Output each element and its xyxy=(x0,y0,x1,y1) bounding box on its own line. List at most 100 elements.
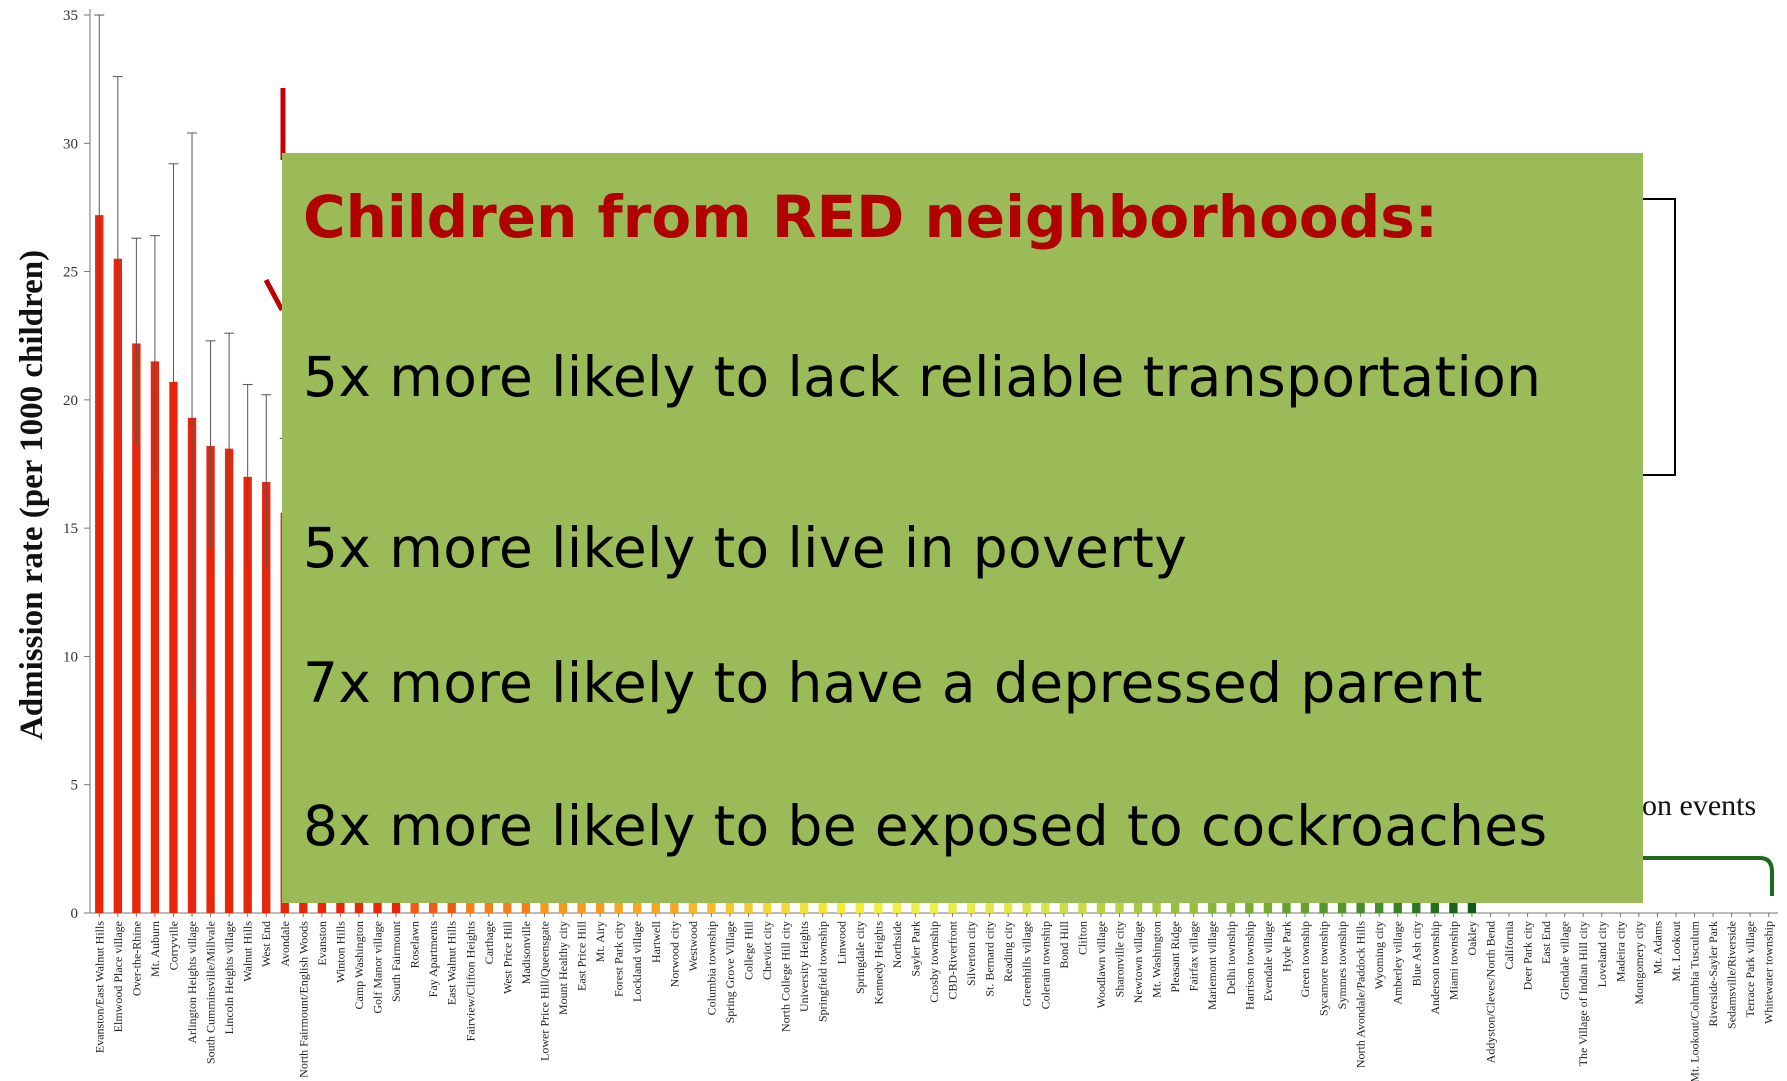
y-axis-label: Admission rate (per 1000 children) xyxy=(14,250,50,740)
x-tick-label: Winton Hills xyxy=(333,921,347,983)
x-tick-label: Kennedy Heights xyxy=(871,921,885,1005)
y-tick-label: 5 xyxy=(71,778,79,794)
x-tick-label: North Fairmount/English Woods xyxy=(296,921,310,1078)
bar xyxy=(113,258,122,913)
x-tick-label: Columbia township xyxy=(704,921,718,1015)
x-tick-label: Riverside-Sayler Park xyxy=(1706,921,1720,1027)
x-tick-label: Carthage xyxy=(482,921,496,964)
x-tick-label: Mt. Lookout xyxy=(1669,920,1683,981)
x-tick-label: West Price Hill xyxy=(500,920,514,994)
bar xyxy=(243,476,252,913)
x-tick-label: Mt. Adams xyxy=(1650,921,1664,975)
x-tick-label: Pleasant Ridge xyxy=(1168,921,1182,993)
y-tick-label: 10 xyxy=(63,649,78,665)
x-tick-label: Harrison township xyxy=(1242,921,1256,1010)
x-tick-label: Symmes township xyxy=(1335,921,1349,1009)
x-tick-label: Avondale xyxy=(278,921,292,967)
x-tick-label: Camp Washington xyxy=(352,921,366,1009)
green-bracket xyxy=(1642,856,1774,896)
x-tick-label: Sycamore township xyxy=(1317,921,1331,1016)
x-tick-label: Lower Price Hill/Queensgate xyxy=(537,921,551,1061)
y-axis: 0 5 10 15 20 25 30 35 xyxy=(63,8,1778,922)
x-tick-label: Mt. Airy xyxy=(593,921,607,962)
x-tick-label: Corryville xyxy=(166,921,180,970)
x-tick-label: Evendale village xyxy=(1261,921,1275,1001)
y-tick-label: 25 xyxy=(63,265,78,281)
bar xyxy=(1449,897,1458,913)
x-tick-label: CBD-Riverfront xyxy=(946,920,960,999)
x-tick-label: Fairview/Clifton Heights xyxy=(463,921,477,1042)
finding-depressed-parent: 7x more likely to have a depressed paren… xyxy=(303,651,1484,715)
x-tick-label: St. Bernard city xyxy=(983,921,997,997)
x-tick-label: Westwood xyxy=(686,921,700,971)
x-tick-label: Mariemont village xyxy=(1205,921,1219,1010)
x-tick-label: Wyoming city xyxy=(1372,921,1386,989)
x-tick-label: Greenhills village xyxy=(1020,921,1034,1007)
x-tick-label: Golf Manor village xyxy=(371,921,385,1014)
x-tick-label: The Village of Indian Hill city xyxy=(1576,921,1590,1066)
bar xyxy=(169,381,178,913)
x-tick-label: Arlington Heights village xyxy=(185,921,199,1044)
x-tick-label: East Price Hill xyxy=(575,920,589,991)
bar xyxy=(150,361,160,913)
x-tick-label: Springdale city xyxy=(853,921,867,994)
x-tick-label: Terrace Park village xyxy=(1743,921,1757,1017)
x-tick-label: Linwood xyxy=(834,921,848,964)
x-tick-label: Madeira city xyxy=(1613,921,1627,982)
annotation-events-text: on events xyxy=(1642,789,1756,822)
x-tick-label: Mount Healthy city xyxy=(556,921,570,1015)
x-tick-label: Roselawn xyxy=(408,921,422,968)
x-tick-label: Fairfax village xyxy=(1187,921,1201,991)
x-tick-label: Madisonville xyxy=(519,921,533,984)
x-tick-label: Mt. Lookout/Columbia Tusculum xyxy=(1688,920,1702,1081)
x-tick-label: Lockland village xyxy=(630,921,644,1002)
black-bracket xyxy=(1640,198,1676,476)
x-tick-label: Cheviot city xyxy=(760,921,774,980)
y-tick-label: 0 xyxy=(71,906,79,922)
x-tick-label: Sayler Park xyxy=(908,921,922,977)
x-tick-label: Montgomery city xyxy=(1632,921,1646,1005)
x-tick-label: Lincoln Heights village xyxy=(222,921,236,1034)
x-tick-label: Sedamsville/Riverside xyxy=(1725,921,1739,1029)
x-tick-label: Forest Park city xyxy=(612,921,626,997)
x-tick-label: Clifton xyxy=(1075,921,1089,955)
x-tick-label: Deer Park city xyxy=(1521,921,1535,990)
x-tick-label: Sharonville city xyxy=(1112,921,1126,997)
x-tick-labels: Evanston/East Walnut Hills Elmwood Place … xyxy=(92,920,1775,1081)
x-tick-label: North Avondale/Paddock Hills xyxy=(1354,921,1368,1068)
x-tick-label: Colerain township xyxy=(1038,921,1052,1009)
x-tick-label: Walnut Hills xyxy=(241,921,255,982)
y-tick-label: 15 xyxy=(63,521,78,537)
findings-overlay: Children from RED neighborhoods: 5x more… xyxy=(282,153,1643,903)
x-tick-label: Fay Apartments xyxy=(426,921,440,998)
bar xyxy=(132,343,141,913)
x-tick-label: Hyde Park xyxy=(1279,921,1293,972)
x-tick-label: Spring Grove Village xyxy=(723,921,737,1023)
x-tick-label: Mt. Washington xyxy=(1150,921,1164,998)
x-tick-label: Crosby township xyxy=(927,921,941,1003)
bar xyxy=(1467,900,1477,913)
x-tick-label: North College Hill city xyxy=(779,921,793,1032)
x-tick-label: Mt. Auburn xyxy=(148,921,162,977)
x-tick-label: Springfield township xyxy=(816,921,830,1022)
x-tick-label: East End xyxy=(1539,921,1553,964)
x-tick-label: Miami township xyxy=(1446,921,1460,1000)
x-tick-label: Delhi township xyxy=(1224,921,1238,995)
y-tick-label: 35 xyxy=(63,8,78,24)
bar xyxy=(262,481,271,913)
bar xyxy=(95,215,104,913)
x-tick-label: Oakley xyxy=(1465,921,1479,956)
x-tick-label: Over-the-Rhine xyxy=(129,921,143,996)
x-tick-label: Evanston/East Walnut Hills xyxy=(92,921,106,1053)
x-tick-label: Blue Ash city xyxy=(1409,921,1423,986)
y-tick-label: 20 xyxy=(63,393,78,409)
x-tick-label: Reading city xyxy=(1001,921,1015,982)
finding-poverty: 5x more likely to live in poverty xyxy=(303,516,1188,580)
annotation-shapes xyxy=(263,88,1774,896)
x-tick-label: Elmwood Place village xyxy=(111,921,125,1032)
x-tick-label: Northside xyxy=(890,921,904,968)
finding-transportation: 5x more likely to lack reliable transpor… xyxy=(303,345,1542,409)
x-tick-label: Hartwell xyxy=(649,920,663,963)
x-tick-label: East Walnut Hills xyxy=(445,921,459,1005)
x-tick-label: Green township xyxy=(1298,921,1312,997)
